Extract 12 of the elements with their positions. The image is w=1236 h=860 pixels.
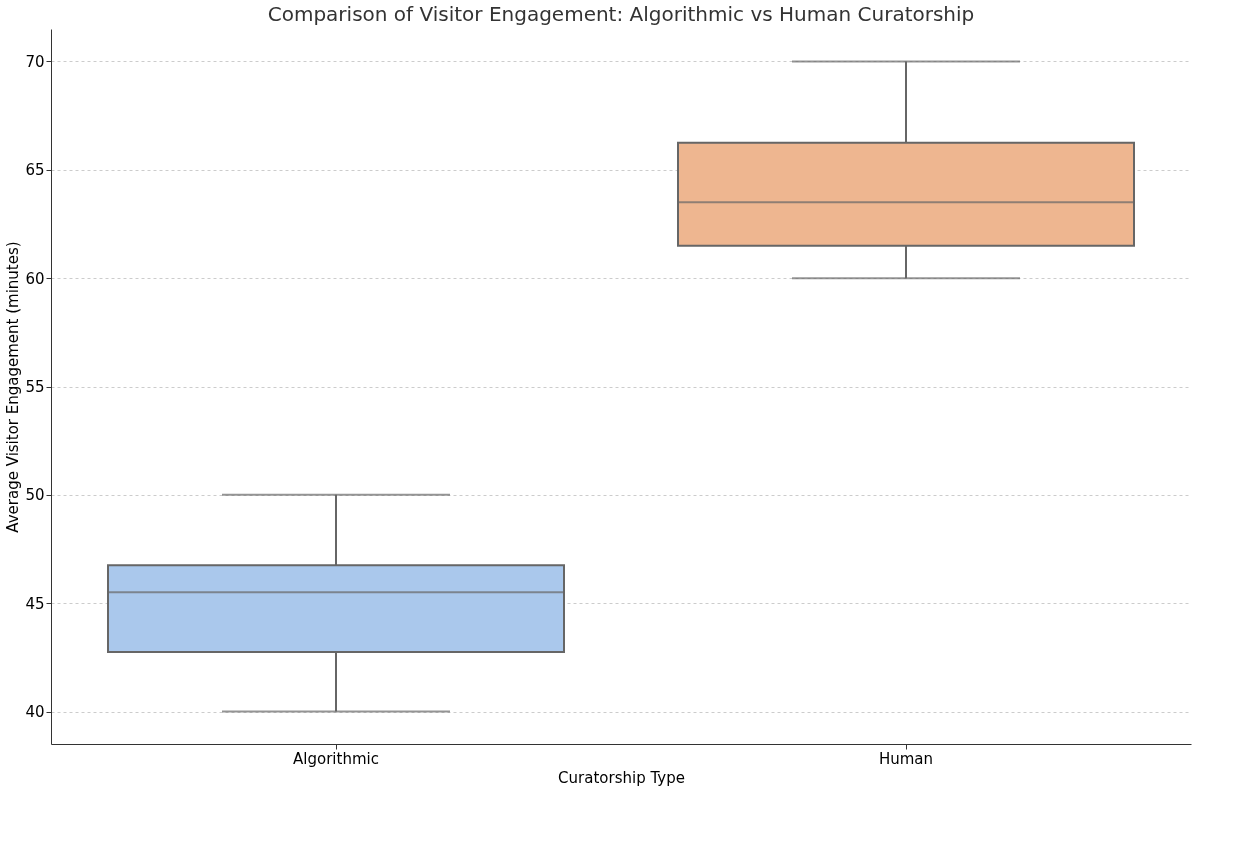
- y-tick-label: 65: [25, 161, 45, 180]
- y-tick-label: 70: [25, 53, 45, 71]
- chart-title: Comparison of Visitor Engagement: Algorithmic vs Human Curatorship: [267, 2, 975, 26]
- x-tick-label: Human: [878, 749, 934, 768]
- y-tick-label: 45: [25, 594, 45, 613]
- y-tick-label: 55: [25, 378, 45, 396]
- x-tick-label: Algorithmic: [293, 749, 379, 768]
- y-axis-title: Average Visitor Engagement (minutes): [4, 241, 23, 533]
- y-tick-label: 50: [25, 486, 45, 505]
- x-axis-title: Curatorship Type: [558, 768, 685, 787]
- y-tick-label: 60: [25, 269, 45, 288]
- y-tick-label: 40: [25, 703, 45, 721]
